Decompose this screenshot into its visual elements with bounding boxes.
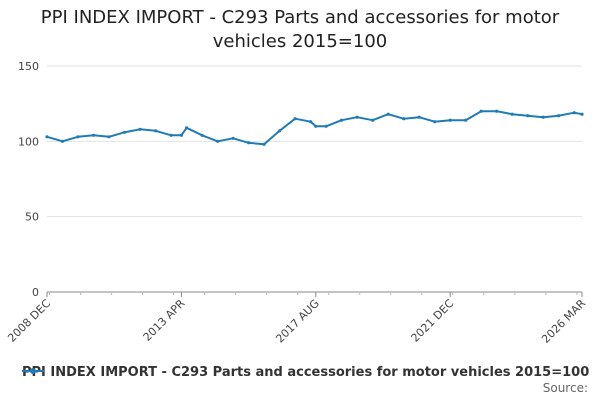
data-point: [200, 133, 204, 137]
data-point: [572, 111, 576, 115]
x-tick-label: 2026 MAR: [539, 297, 588, 346]
data-point: [247, 141, 251, 145]
x-tick-label: 2017 AUG: [273, 297, 322, 346]
data-point: [526, 114, 530, 118]
data-point: [448, 118, 452, 122]
data-point: [417, 115, 421, 119]
data-point: [91, 133, 96, 137]
data-point: [179, 133, 183, 137]
x-tick-label: 2013 APR: [141, 297, 188, 344]
data-point: [433, 120, 437, 124]
data-point: [262, 142, 266, 146]
data-point: [479, 109, 483, 113]
data-point: [122, 130, 127, 134]
data-point: [216, 139, 220, 143]
x-tick-label: 2021 DEC: [409, 297, 457, 345]
data-point: [557, 114, 561, 118]
data-point: [386, 112, 390, 116]
data-point: [541, 115, 545, 119]
chart-title-line-1: PPI INDEX IMPORT - C293 Parts and access…: [40, 7, 560, 28]
legend-label: PPI INDEX IMPORT - C293 Parts and access…: [22, 365, 590, 380]
series-line: [46, 110, 583, 146]
data-point: [138, 127, 142, 131]
x-tick-label: 2008 DEC: [5, 297, 53, 345]
data-point: [355, 115, 359, 119]
data-point: [309, 120, 313, 124]
data-point: [169, 133, 173, 137]
chart-title: PPI INDEX IMPORT - C293 Parts and access…: [0, 6, 600, 54]
data-point: [495, 109, 499, 113]
y-tick-label: 0: [32, 286, 39, 299]
data-point: [464, 118, 468, 122]
data-point: [45, 135, 49, 139]
y-tick-label: 150: [18, 60, 39, 73]
y-tick-label: 50: [25, 211, 39, 224]
data-point: [231, 136, 235, 140]
legend[interactable]: PPI INDEX IMPORT - C293 Parts and access…: [22, 365, 589, 380]
data-point: [293, 117, 297, 121]
source-label: Source:: [542, 381, 588, 395]
data-point: [580, 112, 584, 116]
data-point: [510, 112, 514, 116]
data-point: [314, 124, 318, 128]
data-point: [76, 135, 80, 139]
data-point: [60, 139, 65, 143]
data-point: [371, 118, 375, 122]
data-point: [107, 135, 111, 139]
chart-title-line-2: vehicles 2015=100: [212, 31, 388, 52]
legend-swatch: [22, 368, 44, 374]
data-point: [324, 124, 328, 128]
data-point: [402, 117, 406, 121]
data-point: [185, 126, 189, 130]
data-point: [278, 129, 282, 133]
data-point: [154, 129, 158, 133]
data-point: [340, 118, 344, 122]
y-tick-label: 100: [18, 135, 39, 148]
